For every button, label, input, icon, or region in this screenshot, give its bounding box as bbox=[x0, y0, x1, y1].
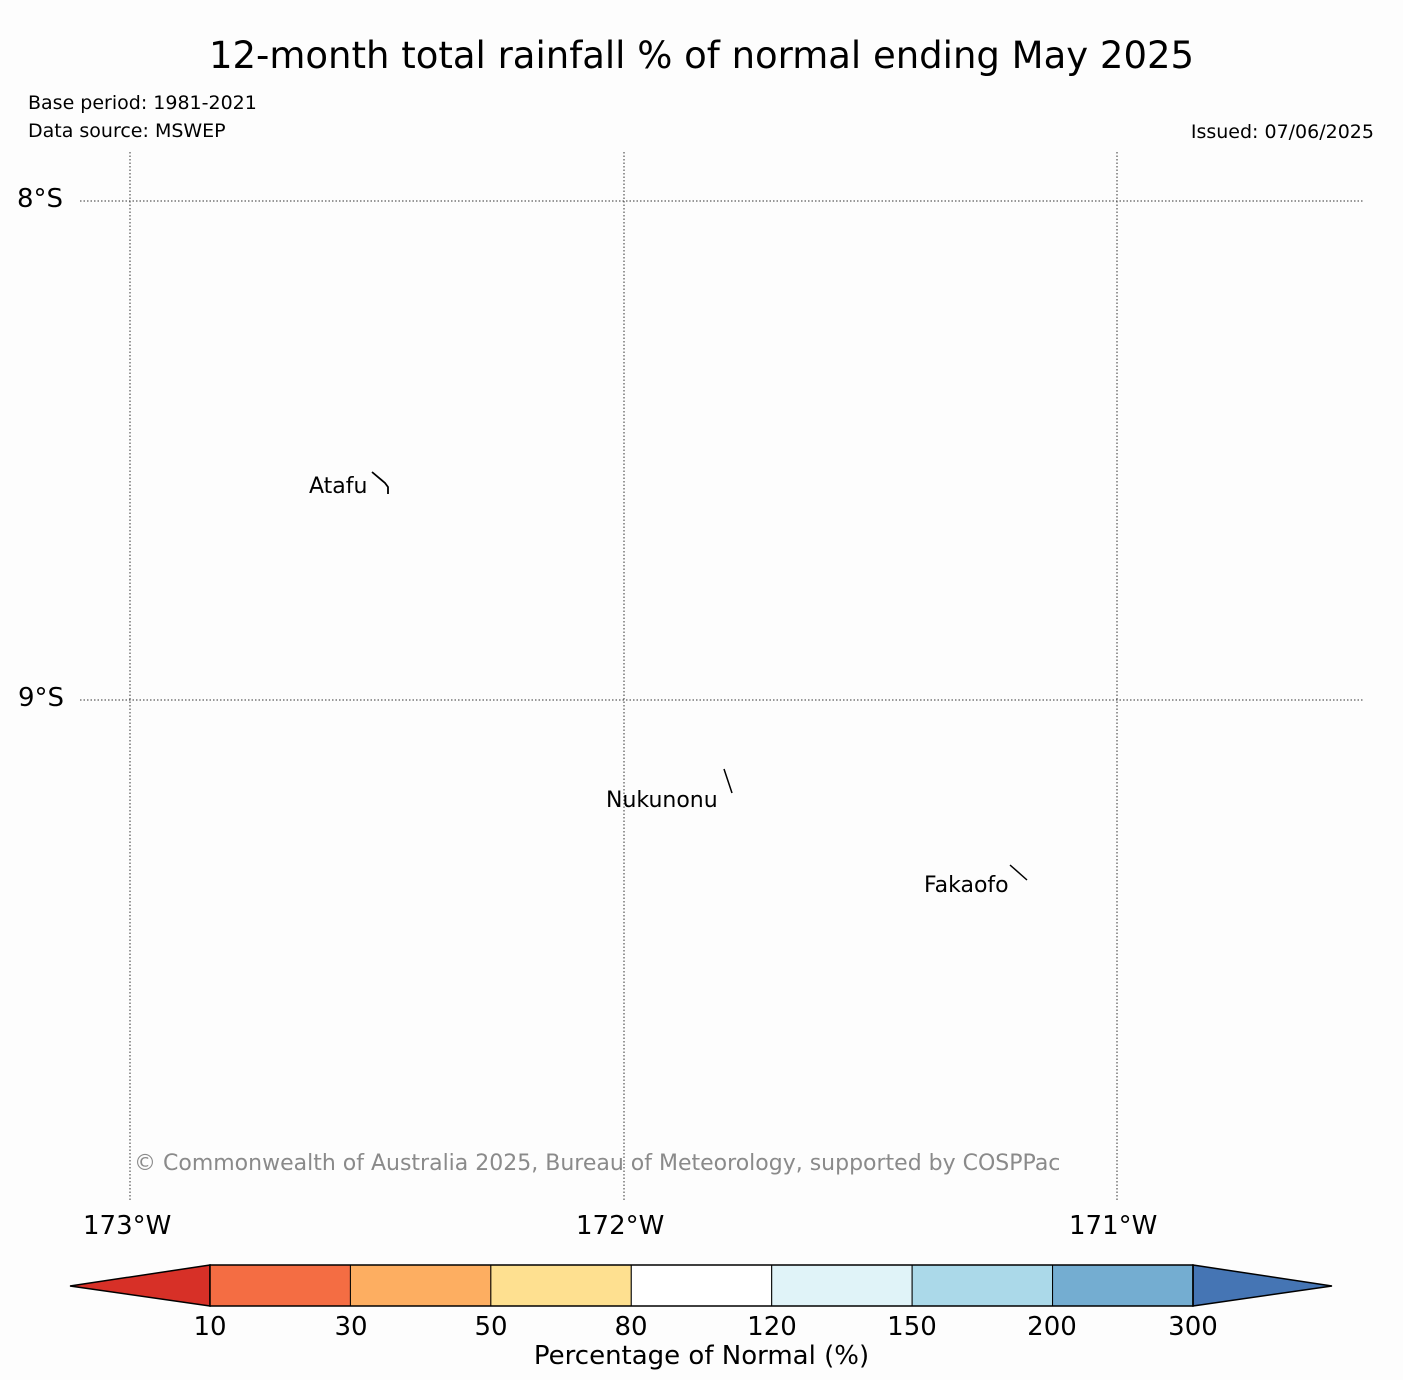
colorbar-tick-label: 200 bbox=[1027, 1312, 1077, 1342]
colorbar-under-triangle bbox=[69, 1264, 211, 1307]
map-title: 12-month total rainfall % of normal endi… bbox=[208, 34, 1195, 77]
colorbar-tick-label: 120 bbox=[747, 1312, 797, 1342]
colorbar-bin bbox=[1052, 1264, 1194, 1307]
colorbar bbox=[69, 1264, 1333, 1307]
colorbar-tick-label: 150 bbox=[887, 1312, 937, 1342]
lon-label-173w: 173°W bbox=[83, 1211, 172, 1241]
colorbar-bin bbox=[349, 1264, 492, 1307]
colorbar-bin bbox=[490, 1264, 632, 1307]
colorbar-tick-label: 10 bbox=[193, 1312, 227, 1342]
colorbar-bin bbox=[771, 1264, 913, 1307]
lon-label-172w: 172°W bbox=[576, 1211, 665, 1241]
place-label-atafu: Atafu bbox=[309, 474, 368, 499]
colorbar-tick-label: 30 bbox=[334, 1312, 368, 1342]
colorbar-tick-label: 50 bbox=[474, 1312, 508, 1342]
atoll-outline-icon bbox=[1009, 864, 1028, 881]
colorbar-tick-label: 300 bbox=[1168, 1312, 1218, 1342]
copyright-notice: © Commonwealth of Australia 2025, Bureau… bbox=[134, 1151, 1061, 1176]
colorbar-bin bbox=[209, 1264, 351, 1307]
lat-label-8s: 8°S bbox=[17, 184, 64, 214]
lat-label-9s: 9°S bbox=[18, 683, 65, 713]
atoll-outline-icon bbox=[371, 471, 389, 494]
colorbar-bin bbox=[630, 1264, 773, 1307]
colorbar-bin bbox=[911, 1264, 1054, 1307]
place-label-nukunonu: Nukunonu bbox=[606, 788, 718, 813]
colorbar-tick-label: 80 bbox=[614, 1312, 648, 1342]
lon-label-171w: 171°W bbox=[1069, 1211, 1158, 1241]
colorbar-title: Percentage of Normal (%) bbox=[533, 1341, 870, 1371]
place-label-fakaofo: Fakaofo bbox=[924, 873, 1009, 898]
atoll-outline-icon bbox=[723, 768, 733, 794]
issued-date-label: Issued: 07/06/2025 bbox=[1190, 121, 1374, 143]
data-source-label: Data source: MSWEP bbox=[28, 120, 226, 142]
colorbar-over-triangle bbox=[1192, 1264, 1333, 1307]
base-period-label: Base period: 1981-2021 bbox=[28, 92, 257, 114]
